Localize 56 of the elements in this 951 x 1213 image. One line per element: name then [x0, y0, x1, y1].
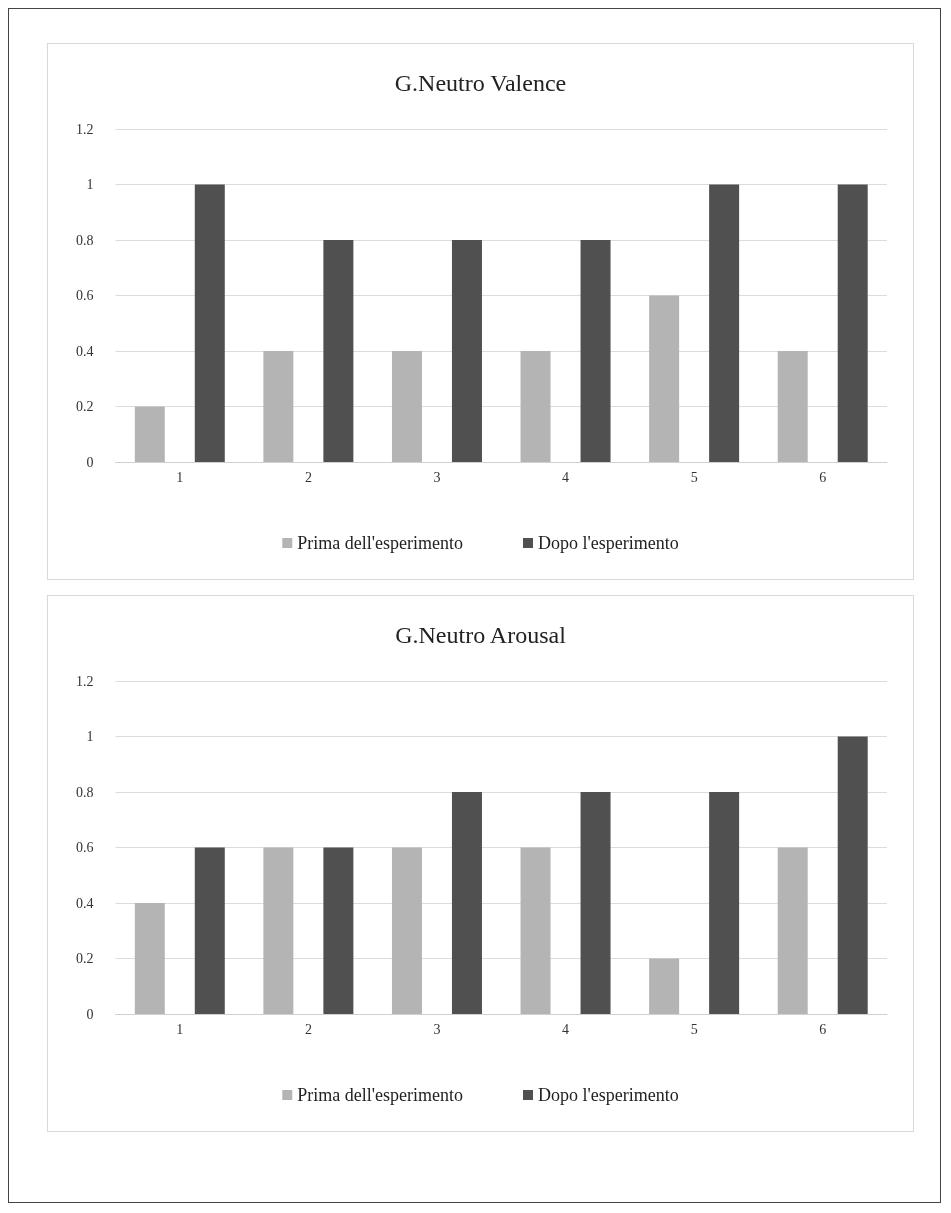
x-tick-label: 6 [819, 469, 827, 485]
bar [194, 184, 225, 462]
bar [580, 240, 611, 462]
y-tick-label: 0.6 [76, 288, 94, 303]
y-tick-label: 1.2 [76, 121, 94, 137]
bar [837, 184, 868, 462]
x-tick-label: 1 [176, 469, 184, 485]
x-tick-label: 3 [433, 469, 441, 485]
x-tick-label: 6 [819, 1021, 827, 1037]
bar [451, 240, 482, 462]
bar [777, 351, 808, 462]
chart-title: G.Neutro Valence [394, 70, 567, 96]
bar [323, 847, 354, 1014]
bar [580, 792, 611, 1014]
bar [520, 847, 551, 1014]
bar [391, 351, 422, 462]
chart-title: G.Neutro Arousal [395, 622, 567, 648]
y-tick-label: 0.8 [76, 232, 94, 248]
x-tick-label: 2 [304, 469, 312, 485]
bar [777, 847, 808, 1014]
y-tick-label: 1.2 [76, 673, 94, 689]
bar [649, 295, 680, 462]
bar [837, 736, 868, 1014]
legend-label: Prima dell'esperimento [297, 533, 463, 553]
bar [134, 903, 165, 1014]
bar [709, 792, 740, 1014]
x-tick-label: 1 [176, 1021, 184, 1037]
bar [451, 792, 482, 1014]
y-tick-label: 0 [86, 1006, 94, 1022]
bar [520, 351, 551, 462]
bar [649, 958, 680, 1014]
bar [134, 406, 165, 462]
y-tick-label: 0.2 [76, 399, 94, 414]
x-tick-label: 4 [562, 1021, 570, 1037]
bar [263, 847, 294, 1014]
x-tick-label: 3 [433, 1021, 441, 1037]
y-tick-label: 0.8 [76, 784, 94, 800]
x-tick-label: 2 [304, 1021, 312, 1037]
y-tick-label: 0.6 [76, 840, 94, 855]
bar [323, 240, 354, 462]
y-tick-label: 1 [86, 729, 94, 744]
x-tick-label: 4 [562, 469, 570, 485]
legend-label: Dopo l'esperimento [537, 533, 679, 553]
y-tick-label: 0.4 [76, 895, 94, 911]
legend-label: Dopo l'esperimento [537, 1085, 679, 1105]
y-tick-label: 1 [86, 177, 94, 192]
y-tick-label: 0 [86, 454, 94, 470]
legend-label: Prima dell'esperimento [297, 1085, 463, 1105]
y-tick-label: 0.2 [76, 951, 94, 966]
y-tick-label: 0.4 [76, 343, 94, 359]
x-tick-label: 5 [690, 1021, 698, 1037]
bar [391, 847, 422, 1014]
bar [194, 847, 225, 1014]
bar [709, 184, 740, 462]
x-tick-label: 5 [690, 469, 698, 485]
bar [263, 351, 294, 462]
